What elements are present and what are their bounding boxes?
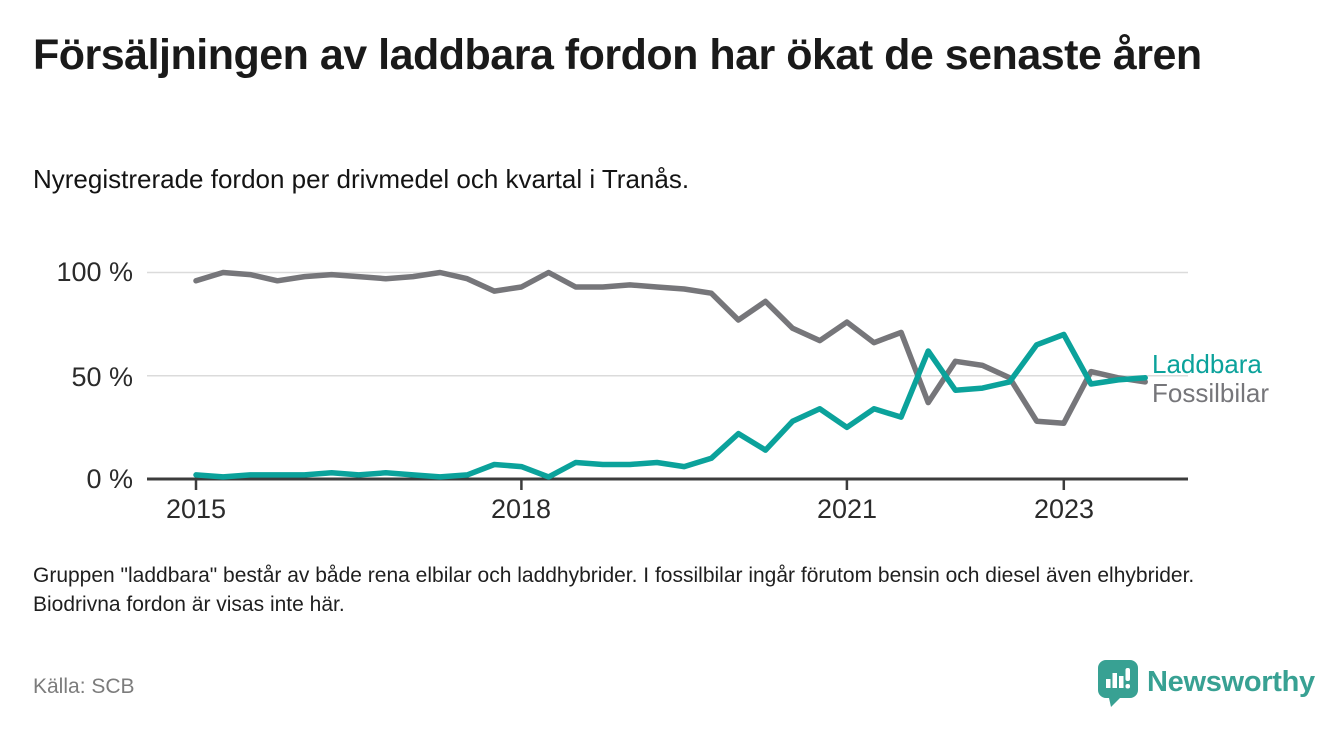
legend-label-laddbara: Laddbara	[1152, 349, 1262, 379]
chart-subtitle: Nyregistrerade fordon per drivmedel och …	[33, 164, 690, 194]
series-line-fossilbilar	[193, 269, 1148, 426]
y-axis-tick-label-0: 0 %	[86, 464, 133, 494]
chart-footnote: Gruppen "laddbara" består av både rena e…	[33, 564, 1195, 616]
x-axis-tick-label-2021: 2021	[816, 494, 878, 524]
series-legend: Laddbara Fossilbilar	[1152, 350, 1269, 408]
y-axis-tick-label-50: 50 %	[71, 362, 133, 392]
y-axis-tick-label-100: 100 %	[56, 257, 133, 287]
legend-label-fossilbilar: Fossilbilar	[1152, 378, 1270, 408]
chart-title: Försäljningen av laddbara fordon har öka…	[33, 31, 1202, 79]
newsworthy-logo-text: Newsworthy	[1147, 666, 1315, 698]
source-attribution: Källa: SCB	[33, 675, 135, 698]
newsworthy-pin-barchart-icon	[1098, 660, 1138, 707]
chart-plot	[147, 269, 1188, 490]
x-axis-tick-label-2015: 2015	[165, 494, 227, 524]
series-line-laddbara	[193, 331, 1148, 480]
newsworthy-logo: Newsworthy	[1098, 660, 1315, 707]
x-axis-tick-label-2023: 2023	[1033, 494, 1095, 524]
x-axis-tick-label-2018: 2018	[490, 494, 552, 524]
